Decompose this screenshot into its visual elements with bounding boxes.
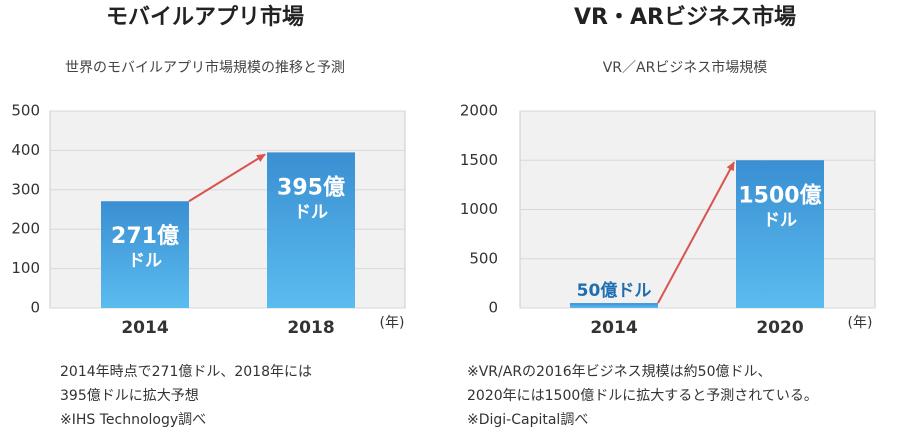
value-label: 1500億ドル <box>738 182 821 230</box>
y-tick-label: 2000 <box>460 102 498 120</box>
value-label: 50億ドル <box>577 280 652 301</box>
x-tick-label: 2014 <box>121 318 168 338</box>
bar <box>101 201 189 308</box>
x-tick-label: 2018 <box>287 318 334 338</box>
chart-title: モバイルアプリ市場 <box>106 4 304 30</box>
value-label: 271億ドル <box>111 223 179 271</box>
chart-subtitle: 世界のモバイルアプリ市場規模の推移と予測 <box>65 59 345 76</box>
chart-subtitle: VR／ARビジネス市場規模 <box>603 59 768 76</box>
bar <box>267 152 355 308</box>
note: ※IHS Technology調べ <box>60 412 206 428</box>
trend-arrow <box>657 161 735 304</box>
y-tick-label: 0 <box>30 299 40 317</box>
bar <box>736 160 824 308</box>
y-tick-label: 300 <box>11 180 40 198</box>
y-tick-label: 100 <box>11 259 40 277</box>
y-tick-label: 500 <box>469 249 498 267</box>
x-tick-label: 2014 <box>590 318 637 338</box>
y-tick-label: 0 <box>488 299 498 317</box>
x-unit: (年) <box>380 315 405 331</box>
y-tick-label: 1500 <box>460 151 498 169</box>
note: ※VR/ARの2016年ビジネス規模は約50億ドル、 <box>467 364 772 380</box>
note: ※Digi-Capital調べ <box>467 412 588 428</box>
x-tick-label: 2020 <box>756 318 803 338</box>
y-tick-label: 400 <box>11 141 40 159</box>
value-label: 395億ドル <box>277 174 345 222</box>
trend-arrow <box>188 153 266 203</box>
y-tick-label: 500 <box>11 102 40 120</box>
note: 2020年には1500億ドルに拡大すると予測されている。 <box>467 388 818 404</box>
y-tick-label: 200 <box>11 220 40 238</box>
chart-title: VR・ARビジネス市場 <box>574 4 796 30</box>
x-unit: (年) <box>848 315 873 331</box>
y-tick-label: 1000 <box>460 200 498 218</box>
note: 395億ドルに拡大予想 <box>60 388 199 404</box>
bar <box>570 303 658 308</box>
note: 2014年時点で271億ドル、2018年には <box>60 364 312 380</box>
